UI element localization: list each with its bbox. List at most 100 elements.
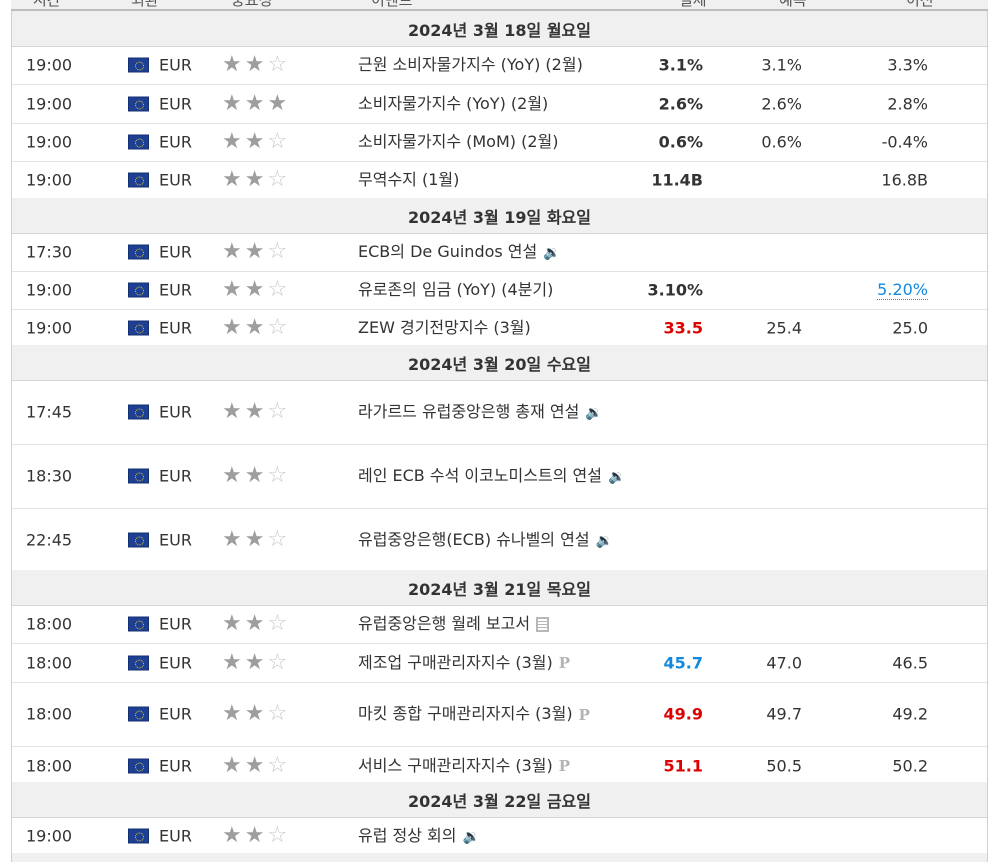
event-name-text[interactable]: 근원 소비자물가지수 (YoY) (2월) bbox=[358, 55, 583, 74]
eu-flag-icon bbox=[128, 706, 149, 722]
previous-value-revised-link[interactable]: 5.20% bbox=[877, 280, 928, 300]
event-name[interactable]: 유럽중앙은행 월례 보고서 bbox=[358, 608, 628, 640]
event-name[interactable]: ECB의 De Guindos 연설 🔉 bbox=[358, 236, 628, 269]
star-filled-icon: ★ bbox=[244, 315, 268, 340]
event-name[interactable]: 레인 ECB 수석 이코노미스트의 연설 🔉 bbox=[358, 460, 628, 493]
event-row[interactable]: 19:00 EUR ★★☆ 무역수지 (1월) 11.4B 16.8B bbox=[12, 161, 987, 200]
star-filled-icon: ★ bbox=[244, 239, 268, 264]
forecast-value: 2.6% bbox=[761, 94, 802, 113]
star-filled-icon: ★ bbox=[244, 649, 268, 675]
event-name[interactable]: 유럽중앙은행(ECB) 슈나벨의 연설 🔉 bbox=[358, 524, 628, 557]
forecast-value: 49.7 bbox=[766, 704, 802, 724]
star-filled-icon: ★ bbox=[222, 315, 245, 340]
event-row[interactable]: 19:00 EUR ★★☆ 유럽 정상 회의 🔉 bbox=[12, 817, 987, 856]
event-name-text[interactable]: 무역수지 (1월) bbox=[358, 170, 460, 189]
event-name-text[interactable]: 소비자물가지수 (YoY) (2월) bbox=[358, 93, 549, 113]
header-event: 이벤트 bbox=[371, 0, 413, 9]
date-header-label: 2024년 3월 19일 화요일 bbox=[408, 207, 591, 227]
event-row[interactable]: 19:00 EUR ★★☆ 유로존의 임금 (YoY) (4분기) 3.10% 5.20% bbox=[12, 271, 987, 310]
event-row[interactable]: 17:30 EUR ★★☆ ECB의 De Guindos 연설 🔉 bbox=[12, 233, 987, 272]
event-row[interactable]: 18:30 EUR ★★☆ 레인 ECB 수석 이코노미스트의 연설 🔉 bbox=[12, 444, 987, 509]
importance-stars: ★★☆ bbox=[222, 703, 302, 725]
event-row[interactable]: 18:00 EUR ★★☆ 유럽중앙은행 월례 보고서 bbox=[12, 605, 987, 644]
event-row[interactable]: 18:00 EUR ★★☆ 서비스 구매관리자지수 (3월) P 51.1 50.5 50.2 bbox=[12, 746, 987, 786]
currency-code: EUR bbox=[159, 530, 192, 550]
event-row[interactable]: 19:00 EUR ★★☆ 근원 소비자물가지수 (YoY) (2월) 3.1% 3.1%… bbox=[12, 46, 987, 85]
previous-value: 25.0 bbox=[892, 318, 928, 338]
event-name[interactable]: 유로존의 임금 (YoY) (4분기) bbox=[358, 274, 628, 306]
star-filled-icon: ★ bbox=[222, 752, 245, 778]
event-name-text[interactable]: 라가르드 유럽중앙은행 총재 연설 bbox=[358, 401, 580, 421]
event-name[interactable]: 서비스 구매관리자지수 (3월) P bbox=[358, 749, 628, 782]
actual-value: 33.5 bbox=[663, 318, 703, 338]
event-row[interactable]: 19:00 EUR ★★☆ ZEW 경기전망지수 (3월) 33.5 25.4 25.0 bbox=[12, 309, 987, 348]
star-filled-icon: ★ bbox=[222, 129, 245, 154]
importance-stars: ★★☆ bbox=[222, 131, 302, 153]
event-name-text[interactable]: 제조업 구매관리자지수 (3월) bbox=[358, 652, 553, 672]
event-name-text[interactable]: ZEW 경기전망지수 (3월) bbox=[358, 318, 531, 337]
event-row[interactable]: 18:00 EUR ★★☆ 마킷 종합 구매관리자지수 (3월) P 49.9 49.7 49… bbox=[12, 682, 987, 747]
importance-stars: ★★☆ bbox=[222, 465, 302, 487]
importance-stars: ★★☆ bbox=[222, 317, 302, 339]
eu-flag-icon bbox=[128, 57, 149, 73]
event-row[interactable]: 18:00 EUR ★★☆ 제조업 구매관리자지수 (3월) P 45.7 47.0 46.5 bbox=[12, 643, 987, 683]
header-forecast: 예측 bbox=[779, 0, 807, 9]
event-row[interactable]: 17:45 EUR ★★☆ 라가르드 유럽중앙은행 총재 연설 🔉 bbox=[12, 380, 987, 445]
event-name[interactable]: 라가르드 유럽중앙은행 총재 연설 🔉 bbox=[358, 396, 628, 429]
star-filled-icon: ★ bbox=[222, 611, 245, 636]
currency-code: EUR bbox=[159, 826, 192, 846]
date-header-label: 2024년 3월 18일 월요일 bbox=[408, 20, 591, 40]
star-filled-icon: ★ bbox=[222, 701, 245, 726]
event-name[interactable]: 유럽 정상 회의 🔉 bbox=[358, 820, 628, 853]
currency-code: EUR bbox=[159, 402, 192, 422]
actual-value: 3.1% bbox=[658, 55, 703, 75]
previous-value: 50.2 bbox=[892, 756, 928, 775]
event-name[interactable]: 근원 소비자물가지수 (YoY) (2월) bbox=[358, 49, 628, 81]
event-row[interactable]: 22:45 EUR ★★☆ 유럽중앙은행(ECB) 슈나벨의 연설 🔉 bbox=[12, 508, 987, 573]
header-currency: 외환 bbox=[131, 0, 159, 9]
star-filled-icon: ★ bbox=[222, 823, 245, 848]
importance-stars: ★★☆ bbox=[222, 401, 302, 423]
actual-value: 49.9 bbox=[663, 704, 703, 724]
currency-code: EUR bbox=[159, 94, 192, 113]
event-row[interactable]: 19:00 EUR ★★★ 소비자물가지수 (YoY) (2월) 2.6% 2.6% 2.8… bbox=[12, 84, 987, 124]
event-name-text[interactable]: 레인 ECB 수석 이코노미스트의 연설 bbox=[358, 465, 602, 485]
event-name-text[interactable]: 유로존의 임금 (YoY) (4분기) bbox=[358, 280, 554, 299]
event-name-text[interactable]: 유럽중앙은행(ECB) 슈나벨의 연설 bbox=[358, 529, 590, 549]
speaker-icon: 🔉 bbox=[585, 404, 603, 421]
eu-flag-icon bbox=[128, 244, 149, 260]
event-name[interactable]: 마킷 종합 구매관리자지수 (3월) P bbox=[358, 698, 628, 731]
event-name[interactable]: 소비자물가지수 (YoY) (2월) bbox=[358, 88, 628, 120]
event-name-text[interactable]: ECB의 De Guindos 연설 bbox=[358, 241, 538, 261]
star-empty-icon: ☆ bbox=[267, 239, 291, 264]
star-filled-icon: ★ bbox=[222, 167, 245, 192]
eu-flag-icon bbox=[128, 96, 149, 111]
event-name-text[interactable]: 유럽 정상 회의 bbox=[358, 825, 457, 845]
event-name-text[interactable]: 유럽중앙은행 월례 보고서 bbox=[358, 614, 531, 633]
star-filled-icon: ★ bbox=[244, 90, 268, 116]
currency-code: EUR bbox=[159, 132, 192, 152]
event-name-text[interactable]: 소비자물가지수 (MoM) (2월) bbox=[358, 132, 559, 151]
event-name[interactable]: 제조업 구매관리자지수 (3월) P bbox=[358, 646, 628, 679]
star-filled-icon: ★ bbox=[222, 527, 245, 552]
event-name[interactable]: 무역수지 (1월) bbox=[358, 164, 628, 196]
star-empty-icon: ☆ bbox=[267, 752, 291, 778]
previous-value: 2.8% bbox=[887, 94, 928, 113]
event-name[interactable]: ZEW 경기전망지수 (3월) bbox=[358, 312, 628, 344]
star-filled-icon: ★ bbox=[222, 239, 245, 264]
speaker-icon: 🔉 bbox=[607, 468, 626, 485]
event-row[interactable]: 19:00 EUR ★★☆ 소비자물가지수 (MoM) (2월) 0.6% 0.6% -0.… bbox=[12, 123, 987, 162]
star-filled-icon: ★ bbox=[244, 167, 268, 192]
eu-flag-icon bbox=[128, 134, 149, 150]
star-filled-icon: ★ bbox=[222, 52, 245, 77]
date-header-label: 2024년 3월 21일 목요일 bbox=[408, 579, 591, 599]
star-empty-icon: ☆ bbox=[267, 129, 291, 154]
event-name[interactable]: 소비자물가지수 (MoM) (2월) bbox=[358, 126, 628, 158]
star-filled-icon: ★ bbox=[244, 527, 268, 552]
event-name-text[interactable]: 서비스 구매관리자지수 (3월) bbox=[358, 755, 553, 775]
table-header: 시간 외환 중요성 이벤트 실제 예측 이전 bbox=[11, 0, 988, 11]
importance-stars: ★★☆ bbox=[222, 825, 302, 847]
event-name-text[interactable]: 마킷 종합 구매관리자지수 (3월) bbox=[358, 703, 573, 723]
star-empty-icon: ☆ bbox=[267, 463, 291, 488]
eu-flag-icon bbox=[128, 282, 149, 298]
